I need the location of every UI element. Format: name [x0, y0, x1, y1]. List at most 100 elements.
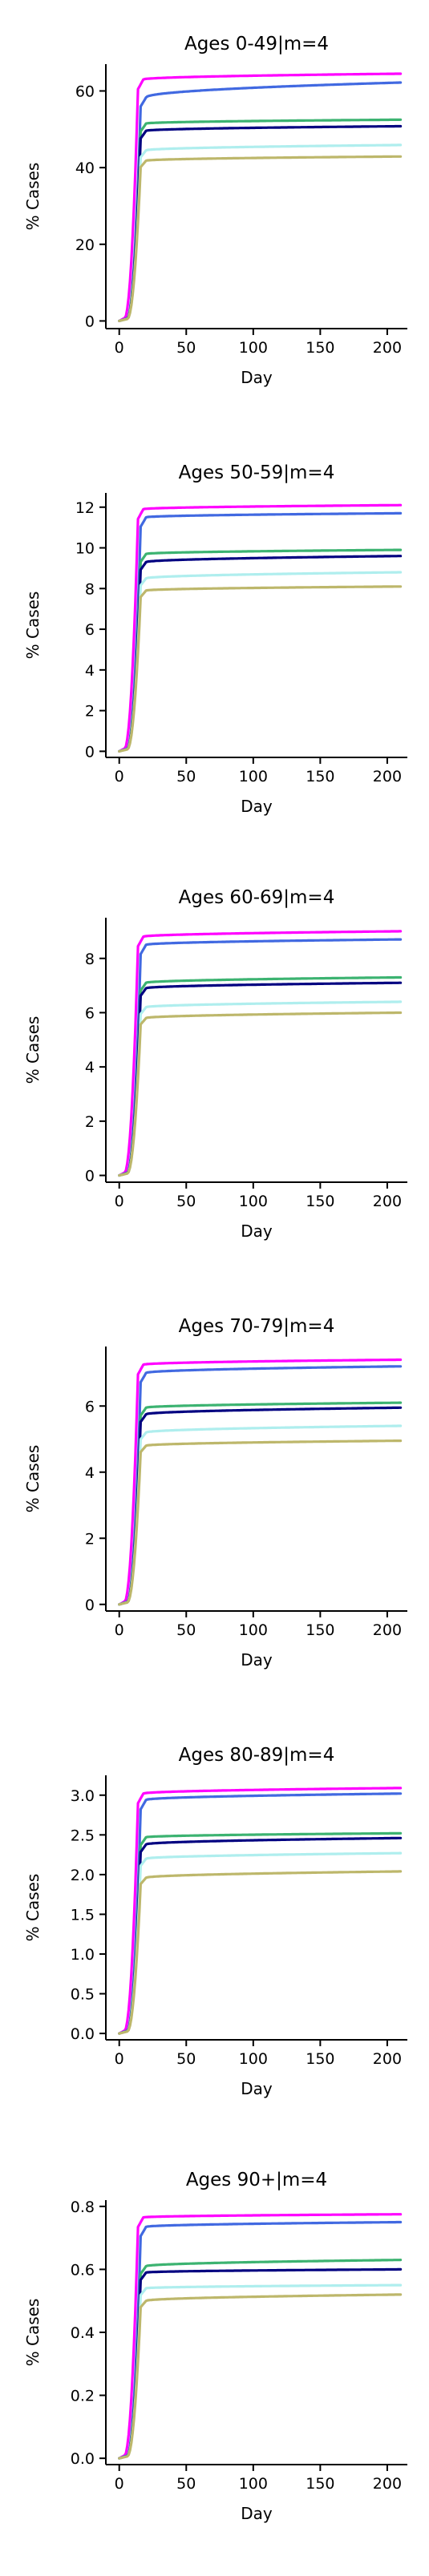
x-axis-label: Day	[241, 368, 273, 387]
y-tick-label: 1.5	[71, 1906, 95, 1924]
series-line-3	[118, 548, 403, 753]
x-tick-label: 100	[239, 2050, 268, 2068]
series-line-3	[118, 1831, 403, 2035]
y-tick-label: 6	[85, 1004, 95, 1022]
x-tick-label: 200	[373, 2050, 402, 2068]
y-tick-label: 0	[85, 1597, 95, 1614]
y-tick-label: 60	[75, 83, 95, 100]
series-line-2	[118, 81, 403, 322]
series-line-2	[118, 1792, 403, 2035]
y-tick-label: 2.0	[71, 1867, 95, 1884]
y-tick-label: 2	[85, 1530, 95, 1548]
x-tick-label: 50	[176, 1193, 196, 1210]
y-tick-label: 4	[85, 662, 95, 680]
y-tick-label: 12	[75, 499, 95, 517]
chart-panel-5: Ages 80-89|m=4 0 50 100 150 200 0.0 0.5 1.0 1.5 2.…	[23, 1745, 407, 2098]
x-tick-label: 0	[115, 768, 124, 785]
chart-panel-2: Ages 50-59|m=4 0 50 100 150 200 0 2 4 6 8 10 12 Day % …	[23, 462, 407, 816]
x-tick-label: 0	[115, 2475, 124, 2493]
chart-panel-1: Ages 0-49|m=4 0 50 100 150 200 0 20 40 60 Day % Cas…	[23, 34, 407, 387]
x-tick-label: 50	[176, 2050, 196, 2068]
y-tick-label: 0.8	[71, 2198, 95, 2216]
series-line-1	[118, 2213, 403, 2460]
x-axis-label: Day	[241, 797, 273, 816]
series-line-3	[118, 1401, 403, 1606]
y-tick-label: 20	[75, 236, 95, 254]
x-tick-label: 200	[373, 1193, 402, 1210]
y-tick-label: 0.5	[71, 1986, 95, 2004]
y-axis-label: % Cases	[23, 2299, 42, 2367]
x-tick-label: 150	[306, 1621, 334, 1639]
series-line-2	[118, 1365, 403, 1606]
series-line-5	[118, 571, 403, 753]
x-tick-label: 150	[306, 1193, 334, 1210]
y-tick-label: 4	[85, 1059, 95, 1076]
x-axis-label: Day	[241, 2504, 273, 2523]
y-tick-label: 0.0	[71, 2450, 95, 2468]
series-line-6	[118, 155, 403, 322]
series-line-4	[118, 2267, 403, 2460]
y-tick-label: 2.5	[71, 1827, 95, 1844]
series-line-4	[118, 1836, 403, 2035]
series-line-1	[118, 72, 403, 322]
chart-title: Ages 50-59|m=4	[179, 462, 335, 483]
series-line-4	[118, 555, 403, 753]
chart-title: Ages 0-49|m=4	[184, 34, 329, 55]
y-tick-label: 2	[85, 1113, 95, 1131]
x-tick-label: 150	[306, 768, 334, 785]
chart-title: Ages 90+|m=4	[186, 2170, 327, 2190]
y-axis-label: % Cases	[23, 163, 42, 231]
chart-title: Ages 60-69|m=4	[179, 887, 335, 908]
series-line-1	[118, 1787, 403, 2035]
x-tick-label: 100	[239, 1621, 268, 1639]
x-tick-label: 200	[373, 768, 402, 785]
series-line-5	[118, 2283, 403, 2460]
series-line-3	[118, 2259, 403, 2460]
x-tick-label: 0	[115, 1621, 124, 1639]
x-tick-label: 200	[373, 339, 402, 357]
series-line-6	[118, 1870, 403, 2035]
x-tick-label: 50	[176, 2475, 196, 2493]
x-tick-label: 100	[239, 2475, 268, 2493]
x-axis-label: Day	[241, 1650, 273, 1670]
x-tick-label: 100	[239, 1193, 268, 1210]
series-line-2	[118, 2220, 403, 2460]
x-tick-label: 50	[176, 768, 196, 785]
y-tick-label: 2	[85, 703, 95, 721]
series-line-6	[118, 1011, 403, 1177]
y-tick-label: 3.0	[71, 1787, 95, 1805]
y-tick-label: 40	[75, 159, 95, 177]
x-tick-label: 100	[239, 339, 268, 357]
series-line-1	[118, 1358, 403, 1606]
y-tick-label: 4	[85, 1464, 95, 1482]
series-line-2	[118, 511, 403, 753]
x-tick-label: 0	[115, 2050, 124, 2068]
y-tick-label: 0	[85, 743, 95, 761]
series-line-4	[118, 124, 403, 322]
y-tick-label: 0.4	[71, 2324, 95, 2342]
x-axis-label: Day	[241, 1221, 273, 1241]
series-line-3	[118, 118, 403, 322]
chart-panel-4: Ages 70-79|m=4 0 50 100 150 200 0 2 4 6 Day % Cases	[23, 1316, 407, 1670]
y-axis-label: % Cases	[23, 1445, 42, 1513]
x-tick-label: 150	[306, 339, 334, 357]
series-line-4	[118, 1406, 403, 1606]
x-tick-label: 200	[373, 1621, 402, 1639]
y-tick-label: 0.0	[71, 2025, 95, 2043]
y-axis-label: % Cases	[23, 1874, 42, 1942]
x-axis-label: Day	[241, 2079, 273, 2098]
chart-panel-3: Ages 60-69|m=4 0 50 100 150 200 0 2 4 6 8 Day % Case…	[23, 887, 407, 1241]
x-tick-label: 0	[115, 339, 124, 357]
series-line-4	[118, 981, 403, 1177]
y-axis-label: % Cases	[23, 592, 42, 660]
x-tick-label: 100	[239, 768, 268, 785]
chart-title: Ages 80-89|m=4	[179, 1745, 335, 1766]
x-tick-label: 50	[176, 1621, 196, 1639]
series-line-5	[118, 1424, 403, 1606]
y-tick-label: 6	[85, 1398, 95, 1415]
x-tick-label: 150	[306, 2475, 334, 2493]
y-axis-label: % Cases	[23, 1016, 42, 1084]
x-tick-label: 150	[306, 2050, 334, 2068]
series-line-5	[118, 143, 403, 322]
